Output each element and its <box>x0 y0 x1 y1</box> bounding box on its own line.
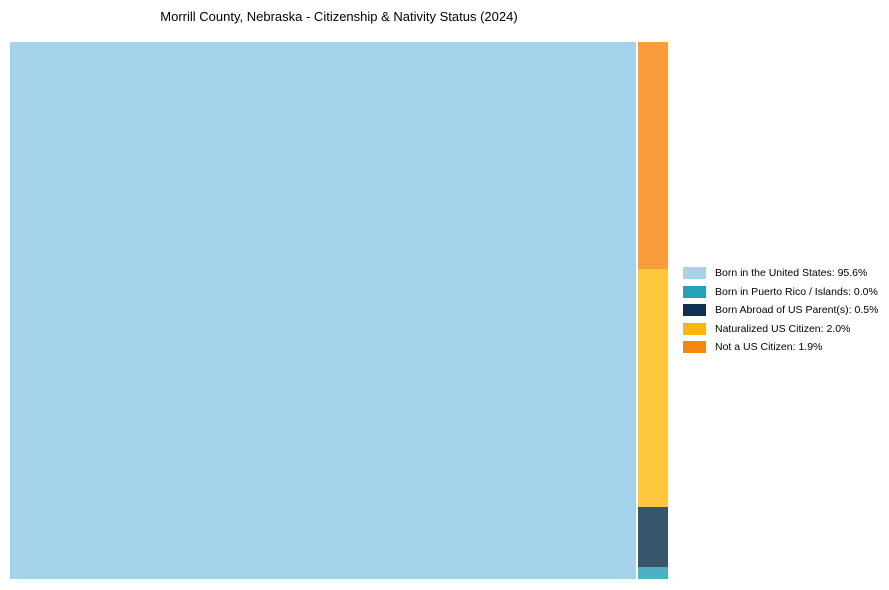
legend-label: Born in Puerto Rico / Islands: 0.0% <box>715 285 878 298</box>
legend-label: Born Abroad of US Parent(s): 0.5% <box>715 304 879 316</box>
legend-swatch <box>683 341 706 354</box>
legend-label: Born in the United States: 95.6% <box>715 267 868 279</box>
legend-swatch <box>683 285 706 298</box>
treemap-tile-not-a-us-citizen <box>638 42 668 269</box>
treemap-tile-born-in-the-united-states <box>10 42 636 579</box>
treemap-tile-born-in-puerto-rico-islands <box>638 567 668 579</box>
treemap-tile-born-abroad-of-us-parent-s <box>638 507 668 568</box>
legend-label: Not a US Citizen: 1.9% <box>715 341 823 353</box>
legend-item-naturalized-us-citizen: Naturalized US Citizen: 2.0% <box>683 323 878 336</box>
treemap-tile-naturalized-us-citizen <box>638 268 668 508</box>
legend-item-born-abroad-of-us-parent-s: Born Abroad of US Parent(s): 0.5% <box>683 304 878 317</box>
legend-label: Naturalized US Citizen: 2.0% <box>715 322 851 335</box>
legend-swatch <box>683 322 706 335</box>
legend-swatch <box>683 304 706 317</box>
legend: Born in the United States: 95.6% Born in … <box>683 267 878 360</box>
legend-item-born-in-the-united-states: Born in the United States: 95.6% <box>683 267 878 280</box>
legend-item-born-in-puerto-rico-islands: Born in Puerto Rico / Islands: 0.0% <box>683 286 878 299</box>
chart-title: Morrill County, Nebraska - Citizenship &… <box>160 9 518 24</box>
legend-item-not-a-us-citizen: Not a US Citizen: 1.9% <box>683 341 878 354</box>
treemap-plot <box>10 42 668 579</box>
legend-swatch <box>683 267 706 280</box>
